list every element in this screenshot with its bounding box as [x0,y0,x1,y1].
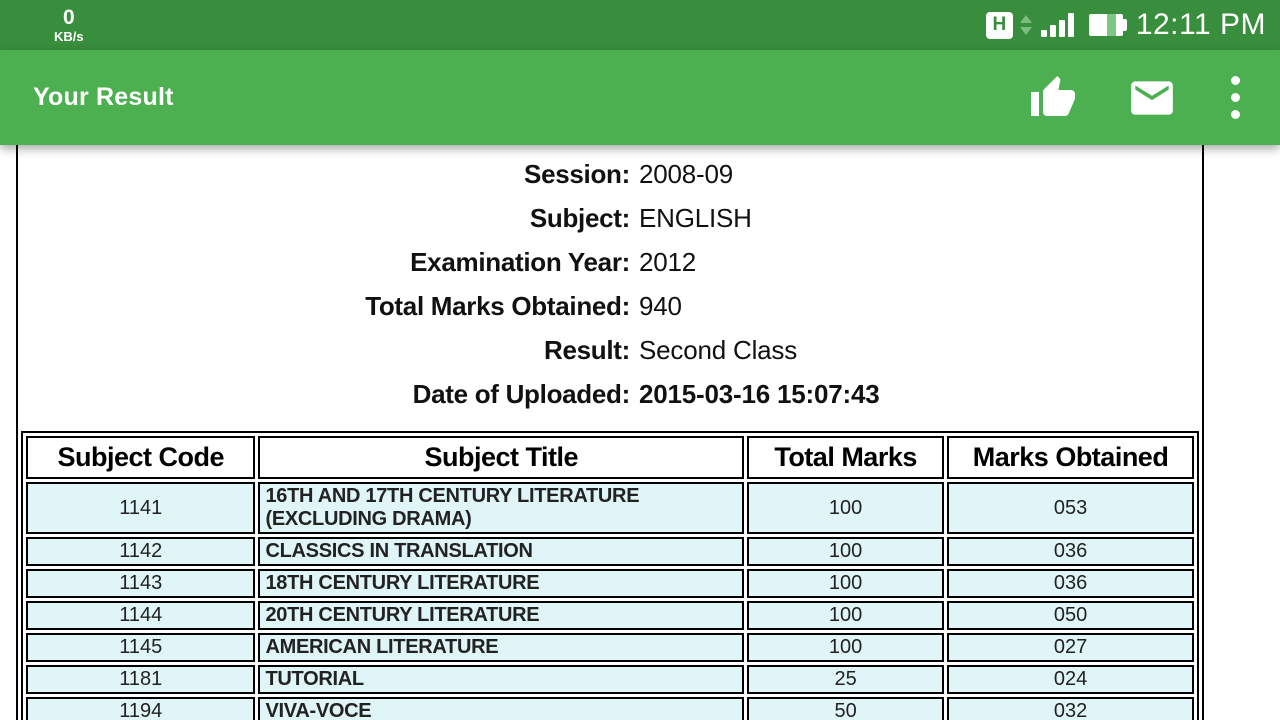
column-header: Total Marks [747,436,945,479]
table-row: 1145 AMERICAN LITERATURE 100 027 [26,633,1194,662]
network-speed-unit: KB/s [54,29,84,44]
email-button[interactable] [1127,73,1177,123]
column-header: Subject Title [258,436,745,479]
info-label: Examination Year: [410,246,630,277]
marks-obtained-cell: 050 [947,601,1194,630]
total-marks-cell: 100 [747,569,945,598]
table-row: 1194 VIVA-VOCE 50 032 [26,697,1194,720]
info-label: Result: [543,334,630,365]
app-bar: Your Result [0,50,1280,145]
result-info-row: Date of Uploaded: 2015-03-16 15:07:43 [18,372,1202,416]
marks-obtained-cell: 036 [947,569,1194,598]
result-card: Session: 2008-09 Subject: ENGLISH Examin… [16,145,1204,720]
marks-table-body: 1141 16TH AND 17TH CENTURY LITERATURE (E… [26,482,1194,720]
result-info-row: Session: 2008-09 [18,152,1202,196]
subject-title-cell: VIVA-VOCE [258,697,745,720]
info-value: 2008-09 [639,158,734,189]
subject-code-cell: 1194 [26,697,256,720]
marks-table-header-row: Subject Code Subject Title Total Marks M… [26,436,1194,479]
subject-title-cell: TUTORIAL [258,665,745,694]
total-marks-cell: 50 [747,697,945,720]
info-value: 940 [639,290,682,321]
column-header: Marks Obtained [947,436,1194,479]
envelope-icon [1131,80,1173,115]
upload-arrow-icon [1019,15,1032,23]
marks-table: Subject Code Subject Title Total Marks M… [21,431,1199,720]
subject-code-cell: 1141 [26,482,256,534]
info-value: ENGLISH [639,202,752,233]
subject-code-cell: 1145 [26,633,256,662]
status-bar: 0 KB/s H 12:11 PM [0,0,1280,50]
table-row: 1142 CLASSICS IN TRANSLATION 100 036 [26,537,1194,566]
subject-title-cell: 18TH CENTURY LITERATURE [258,569,745,598]
info-label: Date of Uploaded: [412,378,631,409]
info-label: Total Marks Obtained: [365,290,630,321]
like-button[interactable] [1029,74,1077,122]
overflow-menu-button[interactable] [1227,74,1244,121]
network-type-h-icon: H [985,11,1013,39]
status-bar-clock: 12:11 PM [1135,8,1266,41]
result-info-row: Subject: ENGLISH [18,196,1202,240]
info-value: 2015-03-16 15:07:43 [639,378,880,409]
marks-obtained-cell: 036 [947,537,1194,566]
download-arrow-icon [1019,27,1032,35]
total-marks-cell: 100 [747,601,945,630]
total-marks-cell: 100 [747,482,945,534]
battery-icon [1088,14,1127,36]
marks-obtained-cell: 032 [947,697,1194,720]
subject-title-cell: 20TH CENTURY LITERATURE [258,601,745,630]
subject-title-cell: AMERICAN LITERATURE [258,633,745,662]
total-marks-cell: 25 [747,665,945,694]
network-speed-indicator: 0 KB/s [54,7,84,43]
result-info-section: Session: 2008-09 Subject: ENGLISH Examin… [18,152,1202,416]
signal-strength-icon [1040,13,1074,37]
app-bar-actions [1029,73,1244,123]
network-speed-value: 0 [62,6,75,29]
table-row: 1181 TUTORIAL 25 024 [26,665,1194,694]
marks-obtained-cell: 027 [947,633,1194,662]
page-title: Your Result [33,83,174,111]
info-value: 2012 [639,246,697,277]
column-header: Subject Code [26,436,256,479]
info-label: Subject: [529,202,630,233]
network-activity-icon [1019,15,1032,35]
result-info-row: Examination Year: 2012 [18,240,1202,284]
total-marks-cell: 100 [747,537,945,566]
more-vert-icon [1231,76,1240,85]
info-label: Session: [524,158,630,189]
subject-code-cell: 1181 [26,665,256,694]
info-value: Second Class [639,334,798,365]
table-row: 1143 18TH CENTURY LITERATURE 100 036 [26,569,1194,598]
thumbs-up-icon [1031,75,1075,116]
table-row: 1144 20TH CENTURY LITERATURE 100 050 [26,601,1194,630]
result-info-row: Result: Second Class [18,328,1202,372]
subject-title-cell: CLASSICS IN TRANSLATION [258,537,745,566]
subject-code-cell: 1144 [26,601,256,630]
table-row: 1141 16TH AND 17TH CENTURY LITERATURE (E… [26,482,1194,534]
result-info-row: Total Marks Obtained: 940 [18,284,1202,328]
marks-obtained-cell: 053 [947,482,1194,534]
subject-code-cell: 1143 [26,569,256,598]
subject-title-cell: 16TH AND 17TH CENTURY LITERATURE (EXCLUD… [258,482,745,534]
subject-code-cell: 1142 [26,537,256,566]
status-bar-right: H 12:11 PM [985,8,1266,42]
marks-obtained-cell: 024 [947,665,1194,694]
total-marks-cell: 100 [747,633,945,662]
